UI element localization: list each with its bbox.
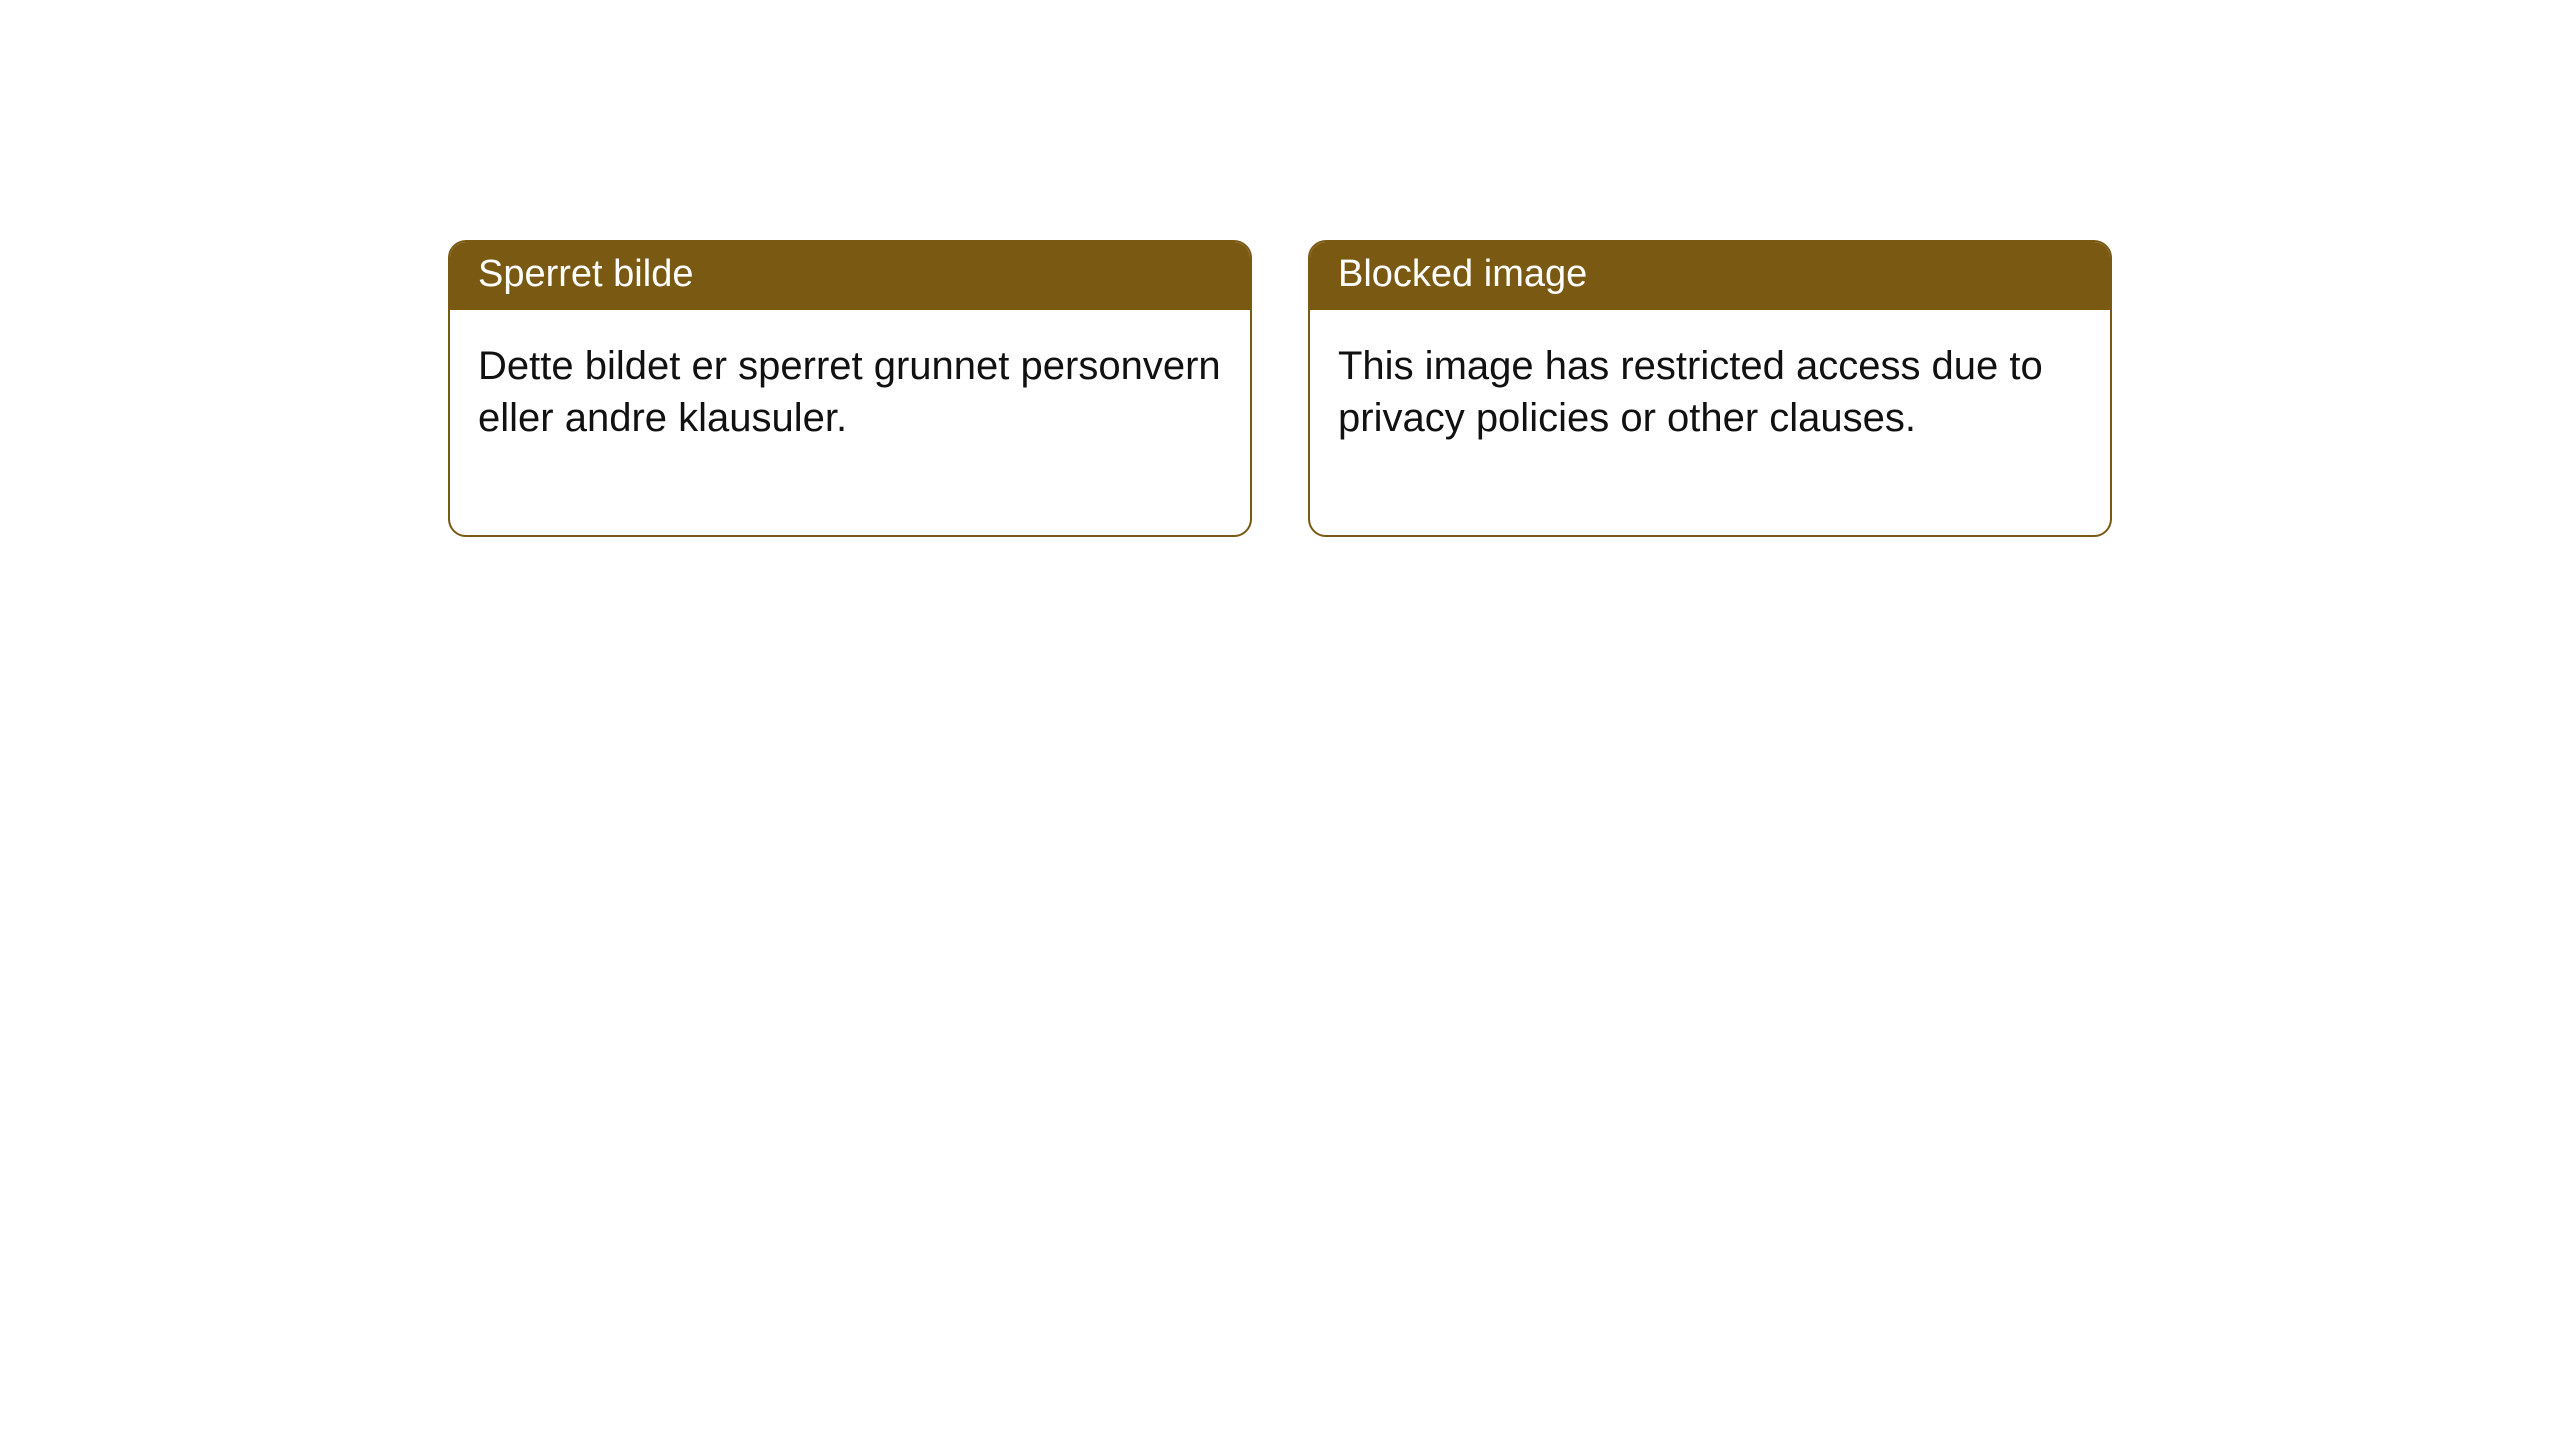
notice-card-english: Blocked image This image has restricted … — [1308, 240, 2112, 537]
notice-card-norwegian: Sperret bilde Dette bildet er sperret gr… — [448, 240, 1252, 537]
notice-body-english: This image has restricted access due to … — [1310, 310, 2110, 536]
notice-container: Sperret bilde Dette bildet er sperret gr… — [0, 0, 2560, 537]
notice-title-english: Blocked image — [1310, 242, 2110, 310]
notice-body-norwegian: Dette bildet er sperret grunnet personve… — [450, 310, 1250, 536]
notice-title-norwegian: Sperret bilde — [450, 242, 1250, 310]
